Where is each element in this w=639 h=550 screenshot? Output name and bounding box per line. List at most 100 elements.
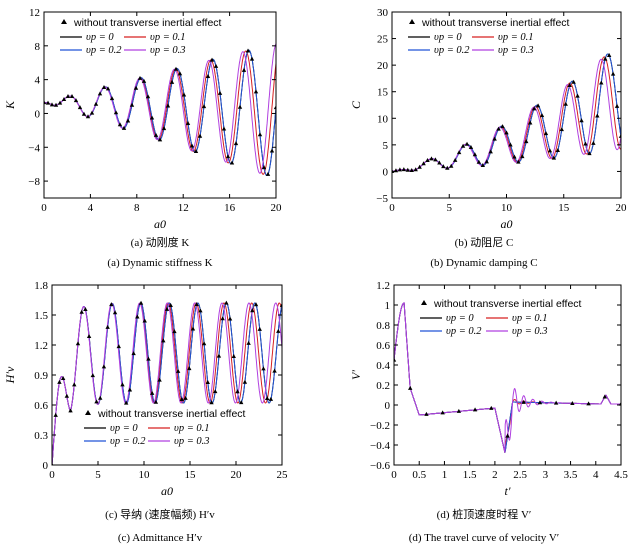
x-tick-label: 15	[558, 202, 570, 214]
y-tick-label: 0.4	[376, 360, 390, 372]
legend-label-3: υp = 0.3	[498, 45, 534, 56]
x-tick-label: 0.5	[412, 469, 426, 481]
marker-point	[198, 308, 203, 313]
marker-point	[595, 113, 600, 118]
y-tick-label: 30	[377, 7, 389, 19]
marker-points	[392, 52, 621, 174]
series-line-3	[44, 43, 276, 174]
marker-point	[75, 341, 81, 346]
marker-point	[583, 141, 588, 146]
legend: without transverse inertial effect υp = 0…	[420, 298, 582, 337]
tick-marks	[393, 284, 622, 466]
marker-point	[65, 94, 71, 99]
series-line-3	[394, 302, 621, 453]
marker-point	[537, 400, 543, 405]
x-tick-label: 2.5	[513, 469, 527, 481]
marker-point	[603, 56, 608, 61]
marker-point	[57, 100, 63, 105]
marker-point	[97, 91, 103, 96]
marker-point	[81, 111, 87, 116]
y-tick-label: −0.6	[370, 460, 390, 472]
marker-point	[488, 149, 493, 154]
marker-point	[83, 306, 88, 311]
y-axis-label: K	[3, 100, 17, 110]
y-tick-label: 0	[43, 460, 49, 472]
marker-point	[109, 96, 115, 101]
marker-point	[77, 105, 83, 110]
marker-point	[472, 152, 478, 157]
marker-point	[476, 159, 482, 164]
panel-d: 0 0.5 1 1.5 2 2.5 3 3.5 4 4.5 −0.6 −0.4 −0.2 0 0.2 0.4 0…	[349, 280, 628, 498]
marker-point	[149, 115, 155, 120]
caption-cn-b: (b) 动阻尼 C	[455, 236, 514, 249]
x-tick-label: 4	[593, 469, 599, 481]
marker-point	[520, 154, 525, 159]
caption-en-a: (a) Dynamic stiffness K	[107, 257, 212, 269]
marker-point	[241, 67, 247, 72]
marker-point	[112, 310, 118, 315]
x-axis-label: a0	[154, 217, 166, 231]
marker-point	[197, 133, 203, 138]
marker-point	[60, 376, 66, 381]
y-tick-label: 0	[385, 400, 391, 412]
y-tick-label: 0.3	[34, 430, 48, 442]
marker-point	[409, 168, 414, 173]
legend-label-1: υp = 0.1	[498, 32, 534, 43]
legend-marker-label: without transverse inertial effect	[433, 298, 582, 310]
marker-point	[567, 83, 572, 88]
x-axis-label: a0	[161, 484, 173, 498]
legend-label-1: υp = 0.1	[512, 313, 548, 324]
marker-point	[570, 400, 575, 405]
series-line-1	[44, 50, 276, 175]
marker-point	[586, 401, 591, 406]
marker-point	[149, 390, 155, 395]
marker-point	[213, 389, 218, 394]
x-tick-label: 8	[134, 202, 140, 214]
y-tick-label: −4	[28, 142, 40, 154]
x-tick-label: 4.5	[614, 469, 628, 481]
marker-point	[433, 157, 438, 162]
marker-point	[53, 412, 58, 417]
marker-point	[279, 302, 282, 307]
x-tick-label: 20	[231, 469, 243, 481]
marker-point	[173, 66, 179, 71]
marker-point	[575, 93, 580, 98]
legend-label-3: υp = 0.3	[174, 436, 210, 447]
marker-point	[85, 114, 91, 119]
marker-point	[161, 126, 167, 131]
marker-point	[233, 141, 239, 146]
marker-point	[89, 110, 95, 115]
legend-label-2: υp = 0.2	[110, 436, 146, 447]
y-tick-label: 0	[383, 166, 389, 178]
marker-point	[551, 155, 557, 160]
marker-point	[445, 165, 450, 170]
marker-point	[120, 382, 125, 387]
x-tick-label: 5	[447, 202, 453, 214]
marker-point	[183, 395, 188, 400]
marker-point	[57, 379, 62, 384]
legend-marker-label: without transverse inertial effect	[97, 408, 246, 420]
x-tick-label: 25	[277, 469, 289, 481]
marker-point	[109, 302, 114, 307]
y-tick-label: 0.2	[376, 380, 390, 392]
marker-point	[217, 90, 223, 95]
marker-point	[135, 314, 140, 319]
marker-point	[610, 71, 616, 76]
marker-point	[492, 136, 497, 141]
marker-point	[401, 167, 407, 172]
marker-point	[193, 148, 199, 153]
marker-point	[98, 395, 103, 400]
marker-point	[201, 341, 207, 346]
marker-point	[273, 105, 276, 110]
marker-point	[141, 78, 147, 83]
marker-point	[265, 171, 271, 176]
legend-label-2: υp = 0.2	[446, 326, 482, 337]
marker-point	[437, 160, 442, 165]
marker-point	[229, 160, 235, 165]
marker-points	[52, 300, 282, 465]
marker-point	[185, 120, 191, 125]
marker-point	[209, 400, 214, 405]
marker-point	[429, 156, 434, 161]
x-tick-label: 20	[616, 202, 628, 214]
